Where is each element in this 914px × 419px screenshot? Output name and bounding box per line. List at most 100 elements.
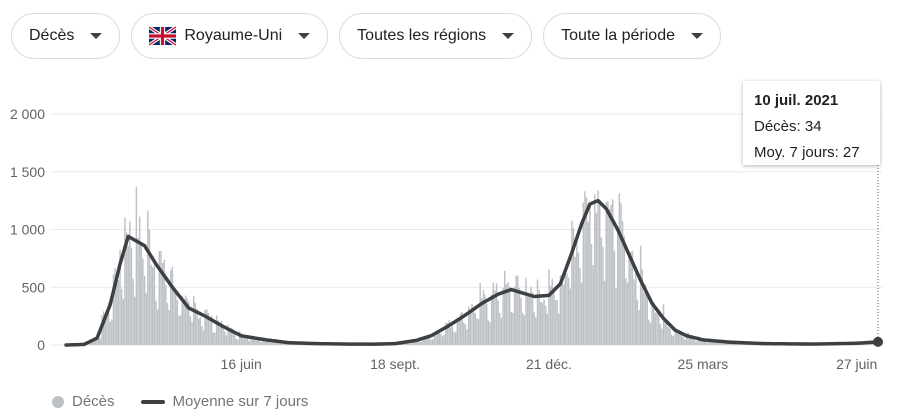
deaths-bar bbox=[513, 286, 516, 345]
deaths-bar bbox=[698, 338, 701, 345]
deaths-bar bbox=[418, 340, 421, 345]
deaths-bar bbox=[158, 251, 161, 345]
deaths-bar bbox=[227, 324, 229, 345]
deaths-bar bbox=[661, 328, 663, 345]
deaths-bar bbox=[518, 288, 521, 345]
deaths-bar bbox=[281, 342, 283, 345]
deaths-bar bbox=[646, 290, 648, 345]
deaths-bar bbox=[595, 212, 598, 345]
deaths-bar bbox=[430, 339, 432, 345]
filter-period-chip[interactable]: Toute la période bbox=[543, 13, 721, 59]
deaths-bar bbox=[569, 288, 571, 345]
deaths-bar bbox=[142, 258, 144, 345]
deaths-bar bbox=[127, 245, 129, 345]
deaths-bar bbox=[250, 337, 252, 345]
deaths-bar bbox=[494, 290, 496, 345]
deaths-bar bbox=[174, 291, 177, 345]
deaths-bar bbox=[633, 279, 635, 345]
deaths-bar bbox=[649, 322, 652, 345]
deaths-bar bbox=[715, 340, 717, 345]
deaths-bar bbox=[485, 303, 488, 345]
deaths-bar bbox=[422, 337, 424, 345]
deaths-bar bbox=[448, 320, 450, 345]
deaths-bar bbox=[481, 298, 483, 345]
deaths-bar bbox=[467, 306, 470, 345]
deaths-bar bbox=[615, 287, 617, 345]
deaths-bar bbox=[505, 284, 508, 345]
deaths-bar bbox=[693, 340, 696, 345]
deaths-bar bbox=[445, 322, 447, 345]
deaths-bar bbox=[487, 320, 490, 345]
deaths-bar bbox=[528, 293, 531, 345]
deaths-bar bbox=[99, 338, 102, 345]
deaths-bar bbox=[623, 235, 625, 345]
deaths-bar bbox=[631, 251, 634, 345]
deaths-bar bbox=[176, 300, 179, 345]
deaths-bar bbox=[729, 343, 732, 345]
filter-region-chip[interactable]: Toutes les régions bbox=[339, 13, 533, 59]
deaths-bar bbox=[155, 300, 157, 345]
deaths-bar bbox=[530, 286, 532, 345]
tooltip-deaths: Décès: 34 bbox=[754, 118, 822, 135]
deaths-bar bbox=[625, 278, 627, 345]
deaths-bar bbox=[662, 304, 665, 345]
deaths-bar bbox=[580, 282, 583, 345]
deaths-bar bbox=[690, 337, 693, 345]
deaths-bar bbox=[641, 269, 643, 345]
deaths-bar bbox=[242, 334, 244, 345]
deaths-bar bbox=[566, 273, 568, 345]
deaths-bar bbox=[725, 342, 727, 345]
dropdown-caret-icon bbox=[691, 33, 703, 39]
deaths-bar bbox=[248, 341, 251, 345]
deaths-bar bbox=[459, 313, 462, 345]
deaths-bar bbox=[192, 295, 195, 345]
deaths-bar bbox=[178, 315, 180, 345]
filter-metric-chip[interactable]: Décès bbox=[11, 13, 121, 59]
deaths-bar bbox=[276, 341, 278, 345]
deaths-bar bbox=[186, 298, 188, 345]
deaths-bar bbox=[577, 252, 580, 345]
deaths-bar bbox=[685, 333, 688, 345]
deaths-bar bbox=[181, 296, 183, 345]
deaths-bar bbox=[584, 191, 586, 345]
deaths-bar bbox=[168, 309, 170, 345]
filter-country-chip[interactable]: Royaume-Uni bbox=[131, 13, 329, 59]
deaths-bar bbox=[639, 245, 642, 345]
deaths-bar bbox=[489, 322, 491, 345]
deaths-bar bbox=[189, 316, 192, 345]
deaths-bar bbox=[713, 340, 716, 345]
x-tick-label: 16 juin bbox=[221, 356, 262, 372]
deaths-bar bbox=[533, 312, 535, 345]
deaths-bar bbox=[134, 296, 136, 345]
deaths-bar bbox=[600, 237, 603, 345]
deaths-bar bbox=[492, 282, 495, 345]
filter-metric-label: Décès bbox=[29, 27, 75, 44]
deaths-bar bbox=[669, 328, 671, 345]
deaths-bar bbox=[572, 228, 575, 345]
deaths-bar bbox=[207, 312, 210, 345]
deaths-bar bbox=[543, 299, 545, 345]
deaths-bar bbox=[466, 329, 468, 345]
deaths-bar bbox=[417, 340, 419, 345]
deaths-bar bbox=[490, 294, 493, 345]
deaths-bar bbox=[585, 197, 588, 345]
deaths-bar bbox=[672, 336, 675, 345]
deaths-bar bbox=[220, 320, 223, 345]
deaths-bar bbox=[654, 312, 657, 345]
deaths-bar bbox=[212, 332, 215, 345]
deaths-bar bbox=[454, 332, 457, 345]
deaths-bar bbox=[230, 327, 233, 345]
deaths-bar bbox=[253, 338, 256, 345]
deaths-bar bbox=[682, 336, 684, 345]
deaths-bar bbox=[652, 302, 655, 345]
deaths-bar bbox=[469, 310, 472, 345]
deaths-bar bbox=[608, 208, 611, 345]
deaths-bar bbox=[867, 343, 869, 345]
deaths-bar bbox=[571, 220, 573, 345]
deaths-bar bbox=[674, 329, 676, 345]
deaths-bar bbox=[436, 331, 439, 345]
deaths-bar bbox=[564, 273, 567, 345]
deaths-bar bbox=[728, 343, 730, 345]
deaths-bar bbox=[138, 216, 141, 345]
